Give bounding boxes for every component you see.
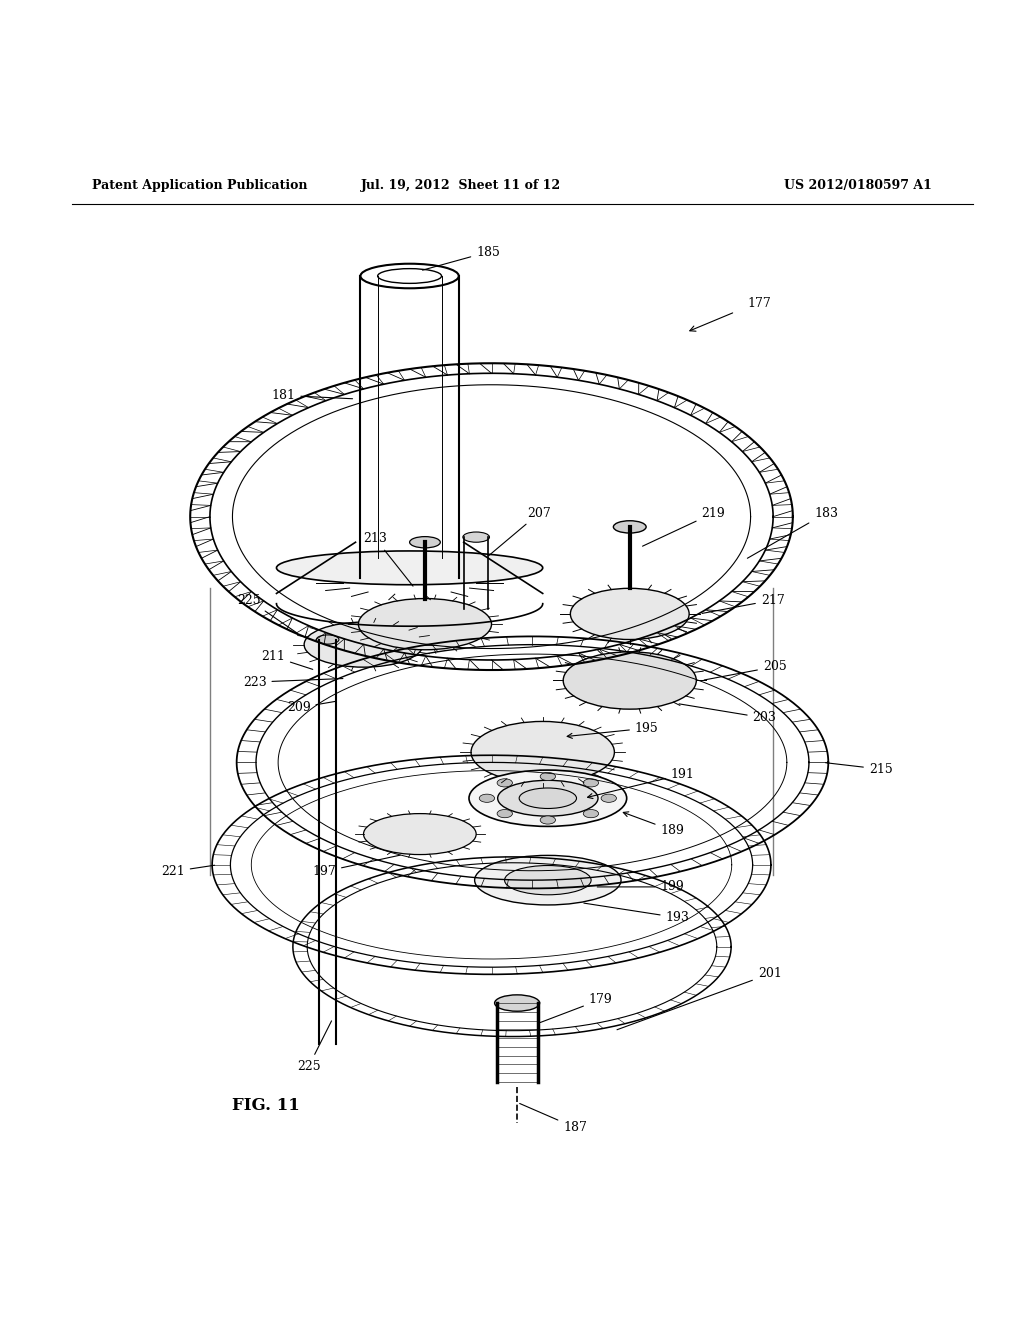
Text: 219: 219 [642,507,725,546]
Text: 223: 223 [243,676,343,689]
Text: 211: 211 [261,649,312,669]
Text: 213: 213 [364,532,413,586]
Ellipse shape [601,795,616,803]
Text: 203: 203 [679,704,776,725]
Text: US 2012/0180597 A1: US 2012/0180597 A1 [784,180,932,193]
Text: 195: 195 [567,722,658,738]
Ellipse shape [410,537,440,548]
Text: 177: 177 [748,297,771,310]
Text: 189: 189 [624,812,684,837]
Text: 191: 191 [588,768,694,799]
Text: 217: 217 [702,594,784,614]
Ellipse shape [358,598,492,649]
Text: 197: 197 [312,855,400,878]
Ellipse shape [570,589,689,639]
Ellipse shape [505,866,591,895]
Ellipse shape [498,780,598,816]
Text: 225: 225 [238,594,297,632]
Text: Jul. 19, 2012  Sheet 11 of 12: Jul. 19, 2012 Sheet 11 of 12 [360,180,561,193]
Text: 179: 179 [541,993,612,1023]
Text: 183: 183 [748,507,838,558]
Text: 181: 181 [271,389,352,401]
Text: Patent Application Publication: Patent Application Publication [92,180,307,193]
Ellipse shape [584,809,599,817]
Ellipse shape [471,722,614,783]
Ellipse shape [584,779,599,787]
Ellipse shape [495,995,540,1011]
Ellipse shape [304,622,423,667]
Ellipse shape [364,813,476,854]
Ellipse shape [475,855,621,906]
Text: 207: 207 [488,507,551,556]
Text: 187: 187 [519,1104,587,1134]
Text: 209: 209 [287,701,335,714]
Ellipse shape [497,779,512,787]
Text: 205: 205 [705,660,786,680]
Text: FIG. 11: FIG. 11 [232,1097,300,1114]
Ellipse shape [541,772,555,780]
Text: 201: 201 [617,968,781,1030]
Ellipse shape [613,520,646,533]
Ellipse shape [497,809,512,817]
Ellipse shape [276,550,543,585]
Text: 193: 193 [584,903,689,924]
Text: 221: 221 [161,865,215,878]
Ellipse shape [563,652,696,709]
Ellipse shape [463,532,489,543]
Ellipse shape [316,635,339,644]
Text: 215: 215 [825,763,893,776]
Ellipse shape [479,795,495,803]
Text: 199: 199 [597,880,684,894]
Ellipse shape [541,816,555,824]
Text: 185: 185 [423,246,500,271]
Ellipse shape [469,770,627,826]
Ellipse shape [519,788,577,808]
Text: 225: 225 [297,1020,332,1073]
